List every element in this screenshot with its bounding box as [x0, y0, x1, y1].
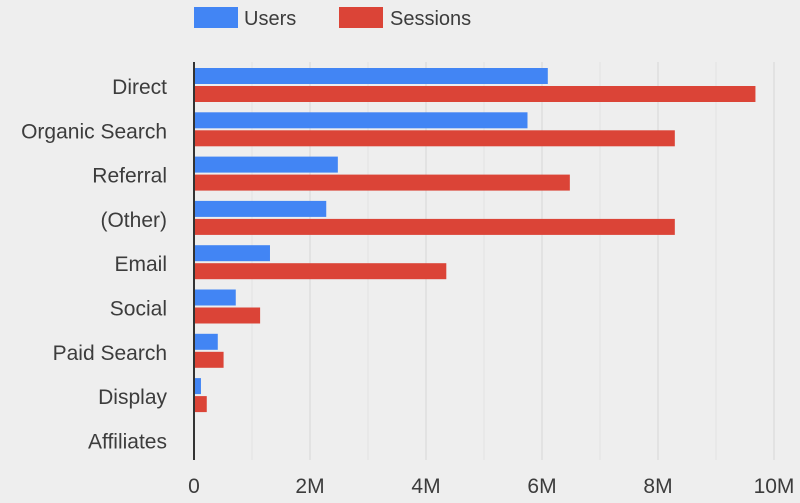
bar-sessions-paid-search[interactable]	[194, 351, 224, 368]
bar-users-referral[interactable]	[194, 156, 338, 173]
legend-swatch-sessions	[339, 7, 383, 28]
bar-users-other[interactable]	[194, 200, 327, 217]
category-label: Direct	[112, 76, 167, 99]
bar-sessions-direct[interactable]	[194, 86, 756, 102]
bar-sessions-referral[interactable]	[194, 174, 570, 191]
category-label: Paid Search	[53, 342, 167, 365]
bar-users-social[interactable]	[194, 289, 236, 306]
x-tick-labels: 0 2M 4M 6M 8M 10M	[188, 475, 794, 498]
bar-users-email[interactable]	[194, 245, 270, 262]
legend-label-sessions: Sessions	[390, 8, 471, 30]
category-label: Display	[98, 386, 167, 409]
legend: Users Sessions	[194, 7, 471, 30]
x-tick-label: 6M	[527, 475, 556, 498]
bar-users-display[interactable]	[194, 378, 201, 395]
bar-sessions-other[interactable]	[194, 218, 675, 235]
category-label: Organic Search	[21, 120, 167, 143]
bar-users-paid-search[interactable]	[194, 333, 218, 350]
bar-sessions-display[interactable]	[194, 396, 207, 413]
category-label: Referral	[92, 165, 167, 188]
bar-sessions-organic-search[interactable]	[194, 130, 675, 147]
x-tick-label: 8M	[643, 475, 672, 498]
category-label: (Other)	[100, 209, 167, 232]
category-label: Email	[114, 253, 167, 276]
legend-swatch-users	[194, 7, 238, 28]
x-tick-label: 2M	[295, 475, 324, 498]
legend-label-users: Users	[244, 8, 296, 30]
gridlines	[251, 62, 775, 460]
category-label: Social	[110, 298, 167, 321]
x-tick-label: 4M	[411, 475, 440, 498]
bars	[194, 68, 756, 413]
bar-users-direct[interactable]	[194, 68, 548, 84]
bar-sessions-email[interactable]	[194, 263, 447, 280]
bar-users-organic-search[interactable]	[194, 112, 528, 129]
category-label: Affiliates	[88, 430, 167, 453]
x-tick-label: 10M	[754, 475, 795, 498]
category-labels: Direct Organic Search Referral (Other) Email…	[21, 76, 167, 453]
x-tick-label: 0	[188, 475, 200, 498]
bar-sessions-social[interactable]	[194, 307, 261, 324]
